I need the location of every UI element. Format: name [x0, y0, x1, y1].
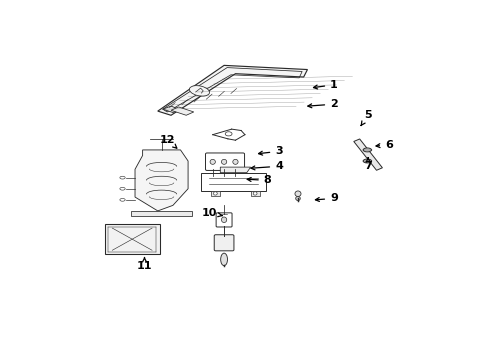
Ellipse shape	[363, 159, 371, 163]
Text: 8: 8	[247, 175, 271, 185]
Polygon shape	[104, 224, 159, 255]
Text: 3: 3	[258, 146, 282, 156]
Text: 7: 7	[364, 158, 371, 171]
Text: 12: 12	[159, 135, 177, 148]
Text: 5: 5	[360, 110, 371, 126]
Ellipse shape	[120, 198, 125, 201]
Polygon shape	[250, 191, 260, 196]
Text: 1: 1	[313, 80, 337, 90]
Ellipse shape	[221, 159, 226, 164]
Ellipse shape	[221, 217, 226, 222]
Ellipse shape	[189, 86, 209, 96]
Polygon shape	[210, 191, 220, 196]
Ellipse shape	[295, 196, 300, 201]
Polygon shape	[131, 211, 191, 216]
Ellipse shape	[213, 192, 217, 195]
Text: 9: 9	[315, 193, 337, 203]
Polygon shape	[158, 66, 307, 115]
Text: 10: 10	[201, 208, 222, 218]
Ellipse shape	[120, 187, 125, 190]
FancyBboxPatch shape	[214, 235, 233, 251]
Polygon shape	[163, 106, 180, 112]
Polygon shape	[171, 107, 193, 115]
FancyBboxPatch shape	[216, 213, 232, 227]
Ellipse shape	[294, 191, 301, 197]
Ellipse shape	[220, 253, 227, 266]
Ellipse shape	[210, 159, 215, 164]
Ellipse shape	[120, 176, 125, 179]
FancyBboxPatch shape	[201, 173, 265, 191]
Ellipse shape	[232, 159, 238, 164]
Text: 4: 4	[250, 161, 283, 171]
Ellipse shape	[253, 192, 257, 195]
Text: 6: 6	[375, 140, 392, 150]
Polygon shape	[135, 150, 188, 211]
Ellipse shape	[225, 132, 232, 136]
FancyBboxPatch shape	[205, 153, 244, 170]
Text: 2: 2	[307, 99, 337, 109]
Text: 11: 11	[137, 257, 152, 270]
Polygon shape	[353, 139, 382, 170]
Polygon shape	[220, 167, 250, 173]
Ellipse shape	[363, 148, 371, 152]
